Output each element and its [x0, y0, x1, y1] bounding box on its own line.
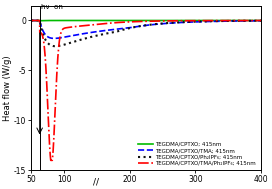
TEGDMA/CPTXO/Ph₂IPF₆; 415nm	[118, 30, 121, 32]
Text: hν  on: hν on	[41, 4, 63, 10]
TEGDMA/CPTXO; 415nm	[29, 19, 33, 22]
TEGDMA/CPTXO/TMA; 415nm	[69, 35, 73, 37]
TEGDMA/CPTXO/Ph₂IPF₆; 415nm	[259, 19, 263, 22]
TEGDMA/CPTXO; 415nm	[40, 20, 43, 22]
TEGDMA/CPTXO; 415nm	[69, 19, 73, 22]
TEGDMA/CPTXO/TMA; 415nm	[52, 37, 56, 40]
TEGDMA/CPTXO; 415nm	[118, 19, 121, 22]
Line: TEGDMA/CPTXO/TMA; 415nm: TEGDMA/CPTXO/TMA; 415nm	[31, 20, 261, 38]
TEGDMA/CPTXO/Ph₂IPF₆; 415nm	[255, 19, 258, 22]
TEGDMA/CPTXO; 415nm	[259, 19, 263, 22]
Line: TEGDMA/CPTXO/Ph₂IPF₆; 415nm: TEGDMA/CPTXO/Ph₂IPF₆; 415nm	[31, 20, 261, 46]
TEGDMA/CPTXO/TMA/Ph₂IPF₆; 415nm	[49, 159, 52, 161]
TEGDMA/CPTXO/TMA; 415nm	[29, 19, 33, 22]
Legend: TEGDMA/CPTXO; 415nm, TEGDMA/CPTXO/TMA; 415nm, TEGDMA/CPTXO/Ph₂IPF₆; 415nm, TEGDM: TEGDMA/CPTXO; 415nm, TEGDMA/CPTXO/TMA; 4…	[138, 142, 256, 166]
TEGDMA/CPTXO/TMA/Ph₂IPF₆; 415nm	[29, 19, 33, 22]
Line: TEGDMA/CPTXO/TMA/Ph₂IPF₆; 415nm: TEGDMA/CPTXO/TMA/Ph₂IPF₆; 415nm	[31, 20, 261, 160]
Line: TEGDMA/CPTXO; 415nm: TEGDMA/CPTXO; 415nm	[31, 20, 261, 21]
TEGDMA/CPTXO/TMA/Ph₂IPF₆; 415nm	[259, 19, 263, 22]
TEGDMA/CPTXO/Ph₂IPF₆; 415nm	[69, 41, 73, 44]
TEGDMA/CPTXO/Ph₂IPF₆; 415nm	[54, 45, 57, 47]
TEGDMA/CPTXO/Ph₂IPF₆; 415nm	[56, 45, 59, 47]
TEGDMA/CPTXO/Ph₂IPF₆; 415nm	[128, 27, 131, 29]
TEGDMA/CPTXO/TMA; 415nm	[56, 37, 59, 39]
TEGDMA/CPTXO; 415nm	[255, 19, 258, 22]
TEGDMA/CPTXO/Ph₂IPF₆; 415nm	[230, 20, 234, 22]
TEGDMA/CPTXO/TMA; 415nm	[128, 27, 131, 29]
TEGDMA/CPTXO/TMA/Ph₂IPF₆; 415nm	[69, 26, 73, 28]
TEGDMA/CPTXO; 415nm	[230, 19, 234, 22]
TEGDMA/CPTXO/Ph₂IPF₆; 415nm	[29, 19, 33, 22]
TEGDMA/CPTXO; 415nm	[128, 19, 131, 22]
TEGDMA/CPTXO/TMA/Ph₂IPF₆; 415nm	[56, 63, 59, 65]
TEGDMA/CPTXO/TMA; 415nm	[118, 28, 121, 30]
TEGDMA/CPTXO; 415nm	[56, 19, 59, 22]
TEGDMA/CPTXO/TMA/Ph₂IPF₆; 415nm	[255, 19, 258, 22]
TEGDMA/CPTXO/TMA; 415nm	[230, 20, 234, 22]
Y-axis label: Heat flow (W/g): Heat flow (W/g)	[4, 55, 13, 121]
TEGDMA/CPTXO/TMA; 415nm	[255, 20, 258, 22]
Text: //: //	[92, 177, 98, 186]
TEGDMA/CPTXO/TMA/Ph₂IPF₆; 415nm	[230, 19, 234, 22]
TEGDMA/CPTXO/TMA; 415nm	[259, 20, 263, 22]
TEGDMA/CPTXO/TMA/Ph₂IPF₆; 415nm	[118, 21, 121, 24]
TEGDMA/CPTXO/TMA/Ph₂IPF₆; 415nm	[128, 21, 131, 23]
